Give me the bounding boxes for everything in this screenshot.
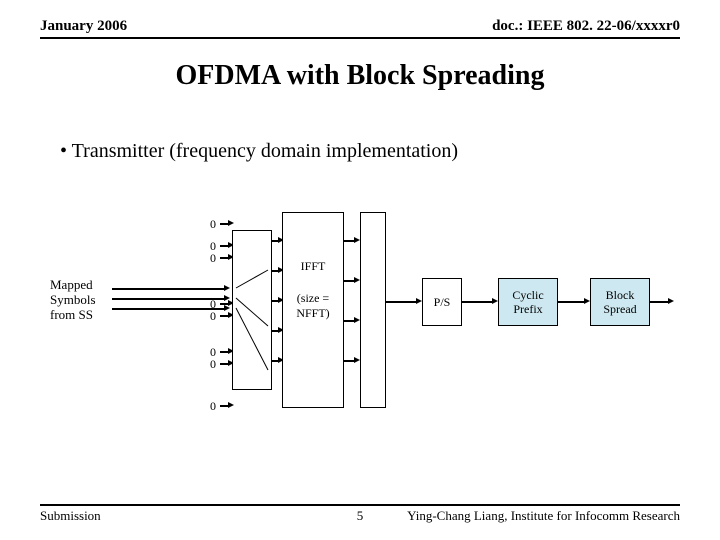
bullet-transmitter: • Transmitter (frequency domain implemen… [60, 140, 458, 163]
sw-ifft-1 [272, 240, 278, 242]
z-line-7 [220, 405, 228, 407]
z-line-1 [220, 245, 228, 247]
footer-right: Ying-Chang Liang, Institute for Infocomm… [407, 508, 680, 524]
seq-ps-line [386, 301, 416, 303]
sw-ifft-2 [272, 270, 278, 272]
footer-left: Submission [40, 508, 101, 524]
block-diagram: Mapped Symbols from SS 0 0 0 0 0 0 0 0 I… [50, 200, 670, 420]
z-line-3 [220, 303, 228, 305]
in-line-2 [112, 298, 224, 300]
zero-0: 0 [210, 218, 216, 230]
ifft-seq-3 [344, 320, 354, 322]
z-line-5 [220, 351, 228, 353]
header-date: January 2006 [40, 18, 127, 35]
mux-swaps-icon [232, 230, 272, 390]
sw-ifft-3 [272, 300, 278, 302]
z-line-6 [220, 363, 228, 365]
zero-2: 0 [210, 252, 216, 264]
sw-ifft-5 [272, 360, 278, 362]
z-line-4 [220, 315, 228, 317]
ifft-seq-2 [344, 280, 354, 282]
ifft-box: IFFT (size = NFFT) [282, 212, 344, 408]
ps-cp-line [462, 301, 492, 303]
sw-ifft-4 [272, 330, 278, 332]
cp-box: Cyclic Prefix [498, 278, 558, 326]
zero-7: 0 [210, 400, 216, 412]
ifft-label-top: IFFT [301, 259, 326, 273]
z-line-0 [220, 223, 228, 225]
input-label: Mapped Symbols from SS [50, 278, 96, 323]
ifft-seq-1 [344, 240, 354, 242]
slide-footer: Submission Ying-Chang Liang, Institute f… [40, 504, 680, 524]
bs-box: Block Spread [590, 278, 650, 326]
bs-out-line [650, 301, 668, 303]
bs-label: Block Spread [603, 288, 636, 317]
slide-title: OFDMA with Block Spreading [0, 60, 720, 92]
cp-bs-line [558, 301, 584, 303]
zero-4: 0 [210, 310, 216, 322]
in-line-3 [112, 308, 224, 310]
header-doc-id: doc.: IEEE 802. 22-06/xxxxr0 [492, 18, 680, 35]
cp-label: Cyclic Prefix [512, 288, 543, 317]
ps-box: P/S [422, 278, 462, 326]
ifft-label-bot: (size = NFFT) [296, 291, 329, 320]
ps-label: P/S [434, 295, 451, 309]
zero-6: 0 [210, 358, 216, 370]
seq-box [360, 212, 386, 408]
ifft-seq-4 [344, 360, 354, 362]
slide-header: January 2006 doc.: IEEE 802. 22-06/xxxxr… [40, 18, 680, 39]
z-line-2 [220, 257, 228, 259]
in-line-1 [112, 288, 224, 290]
